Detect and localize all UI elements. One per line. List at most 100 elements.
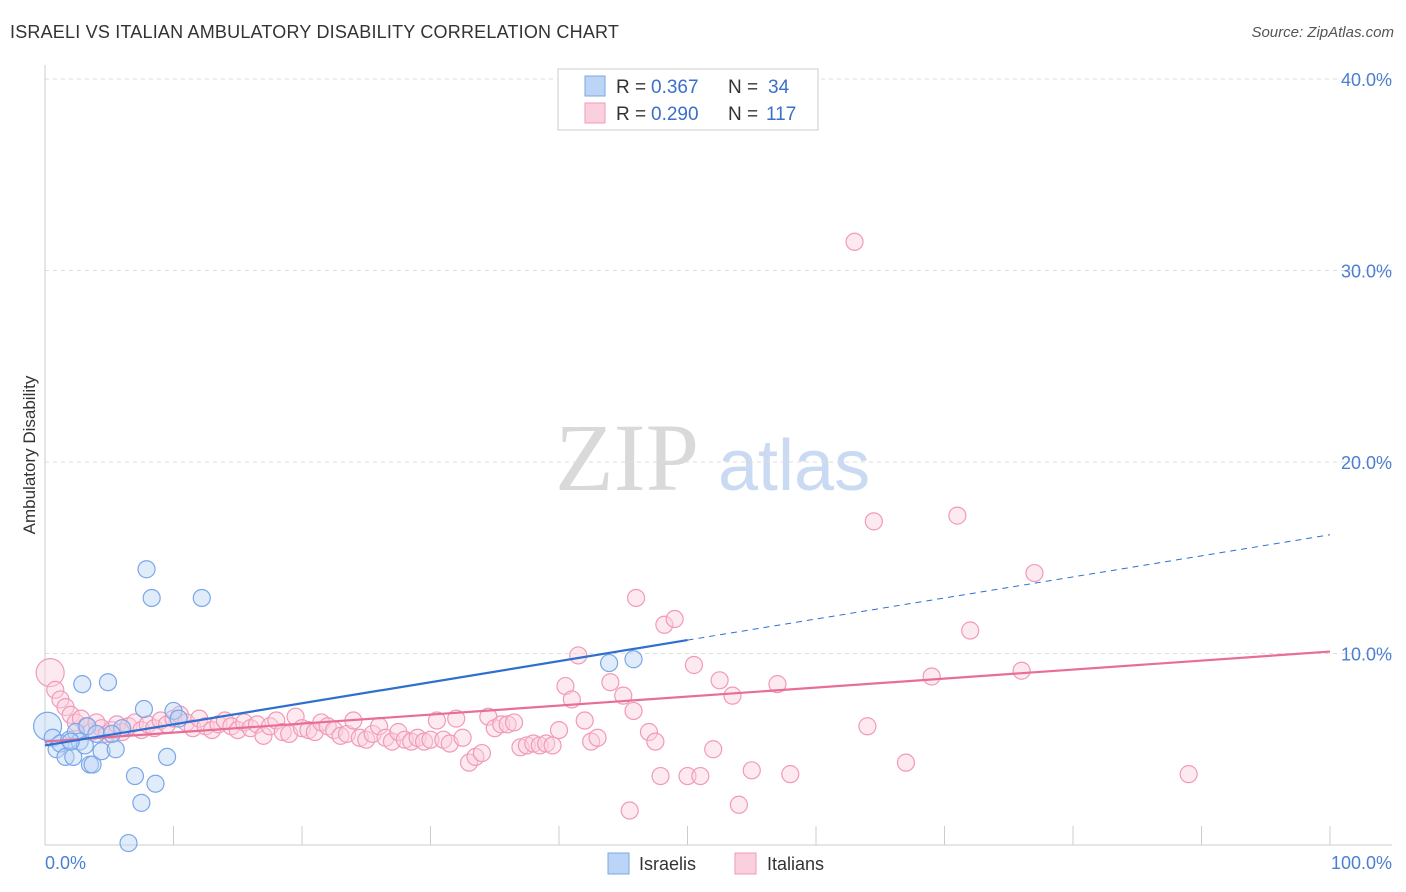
italian-point <box>639 722 659 742</box>
italian-point <box>723 686 742 705</box>
y-tick-label: 10.0% <box>1341 645 1392 665</box>
italian-point <box>46 680 65 699</box>
israeli-point <box>98 673 118 692</box>
italian-point <box>646 732 665 751</box>
bottom-italians-swatch <box>734 852 757 875</box>
italian-point <box>1012 661 1031 680</box>
israeli-point <box>624 650 643 669</box>
italian-point <box>651 766 670 786</box>
italians-trend-line <box>44 650 1331 743</box>
italian-point <box>620 801 639 820</box>
italian-point <box>447 709 466 728</box>
source-label: Source: ZipAtlas.com <box>1251 24 1394 41</box>
israeli-point <box>92 742 111 761</box>
italian-point <box>414 732 434 751</box>
italians-n-value: 117 <box>766 104 796 125</box>
series-legend: Israelis Italians <box>607 852 824 875</box>
israelis-trend-extension <box>687 534 1331 641</box>
israeli-point <box>87 724 106 744</box>
gridlines <box>45 78 1392 654</box>
israelis-n-label: N = <box>728 77 758 98</box>
italian-point <box>1179 765 1198 784</box>
correlation-legend: R = 0.367 N = 34 R = 0.290 N = 117 <box>557 68 819 131</box>
italian-point <box>543 736 562 755</box>
italian-point <box>768 675 787 694</box>
bottom-israelis-label: Israelis <box>639 854 696 874</box>
italian-point <box>569 646 588 665</box>
italian-point <box>537 734 556 753</box>
x-tick-label-max: 100.0% <box>1331 853 1392 873</box>
italian-point <box>678 766 697 786</box>
italians-n-label: N = <box>728 104 758 125</box>
israeli-point <box>119 833 138 853</box>
israeli-point <box>157 747 177 767</box>
y-tick-labels: 10.0% 20.0% 30.0% 40.0% <box>1341 70 1392 665</box>
italian-point <box>655 615 674 634</box>
italians-r-value: 0.290 <box>651 104 699 125</box>
israeli-point <box>64 747 83 767</box>
italian-point <box>549 720 569 740</box>
italian-point <box>624 701 643 721</box>
israelis-r-value: 0.367 <box>651 77 699 98</box>
bottom-israelis-swatch <box>607 852 630 875</box>
x-tick-label-min: 0.0% <box>45 853 86 873</box>
chart-title: ISRAELI VS ITALIAN AMBULATORY DISABILITY… <box>10 22 620 42</box>
italian-point <box>626 588 646 608</box>
italian-point <box>588 728 607 747</box>
y-tick-label: 30.0% <box>1341 262 1392 282</box>
italian-point <box>427 711 447 730</box>
italian-point <box>684 655 704 675</box>
italian-point <box>845 232 864 251</box>
watermark-atlas: atlas <box>718 426 870 506</box>
italian-point <box>864 512 883 531</box>
israeli-point <box>146 774 165 793</box>
italian-point <box>961 621 980 640</box>
israeli-point <box>125 766 145 786</box>
italian-point <box>331 726 350 745</box>
italians-swatch <box>584 102 606 124</box>
x-ticks <box>44 826 1331 845</box>
israeli-point <box>192 588 211 608</box>
italian-point <box>710 671 729 690</box>
israeli-point <box>137 560 156 579</box>
israeli-point <box>600 653 619 673</box>
watermark-zip: ZIP <box>555 404 699 511</box>
israeli-point <box>83 755 102 774</box>
italian-point <box>286 707 305 726</box>
israelis-n-value: 34 <box>768 77 790 98</box>
israeli-point <box>73 675 92 694</box>
italian-point <box>704 740 723 759</box>
italian-point <box>665 609 684 629</box>
axes <box>44 65 1392 846</box>
italian-point <box>421 730 440 749</box>
italian-point <box>575 711 594 730</box>
israeli-point <box>142 588 161 608</box>
italian-point <box>524 734 543 753</box>
israeli-point <box>134 699 154 719</box>
italian-point <box>498 715 517 734</box>
italian-point <box>1025 563 1044 583</box>
italian-point <box>948 506 967 525</box>
italian-point <box>601 673 620 692</box>
italian-point <box>35 658 65 688</box>
italian-point <box>896 753 916 772</box>
italian-point <box>530 736 549 755</box>
italian-point <box>858 717 877 736</box>
italian-point <box>504 713 524 732</box>
israelis-swatch <box>584 75 606 97</box>
italian-point <box>691 766 710 786</box>
italians-points <box>35 232 1198 820</box>
italian-point <box>453 728 472 747</box>
y-tick-label: 40.0% <box>1341 70 1392 90</box>
israeli-point <box>32 711 63 741</box>
italian-point <box>922 667 941 686</box>
italian-point <box>273 722 292 742</box>
israeli-point <box>106 740 125 759</box>
israelis-trend-line <box>44 639 688 747</box>
italian-point <box>781 765 800 784</box>
israeli-point <box>75 736 94 755</box>
israeli-point <box>132 793 151 812</box>
italian-point <box>517 736 536 755</box>
bottom-italians-label: Italians <box>767 854 824 874</box>
